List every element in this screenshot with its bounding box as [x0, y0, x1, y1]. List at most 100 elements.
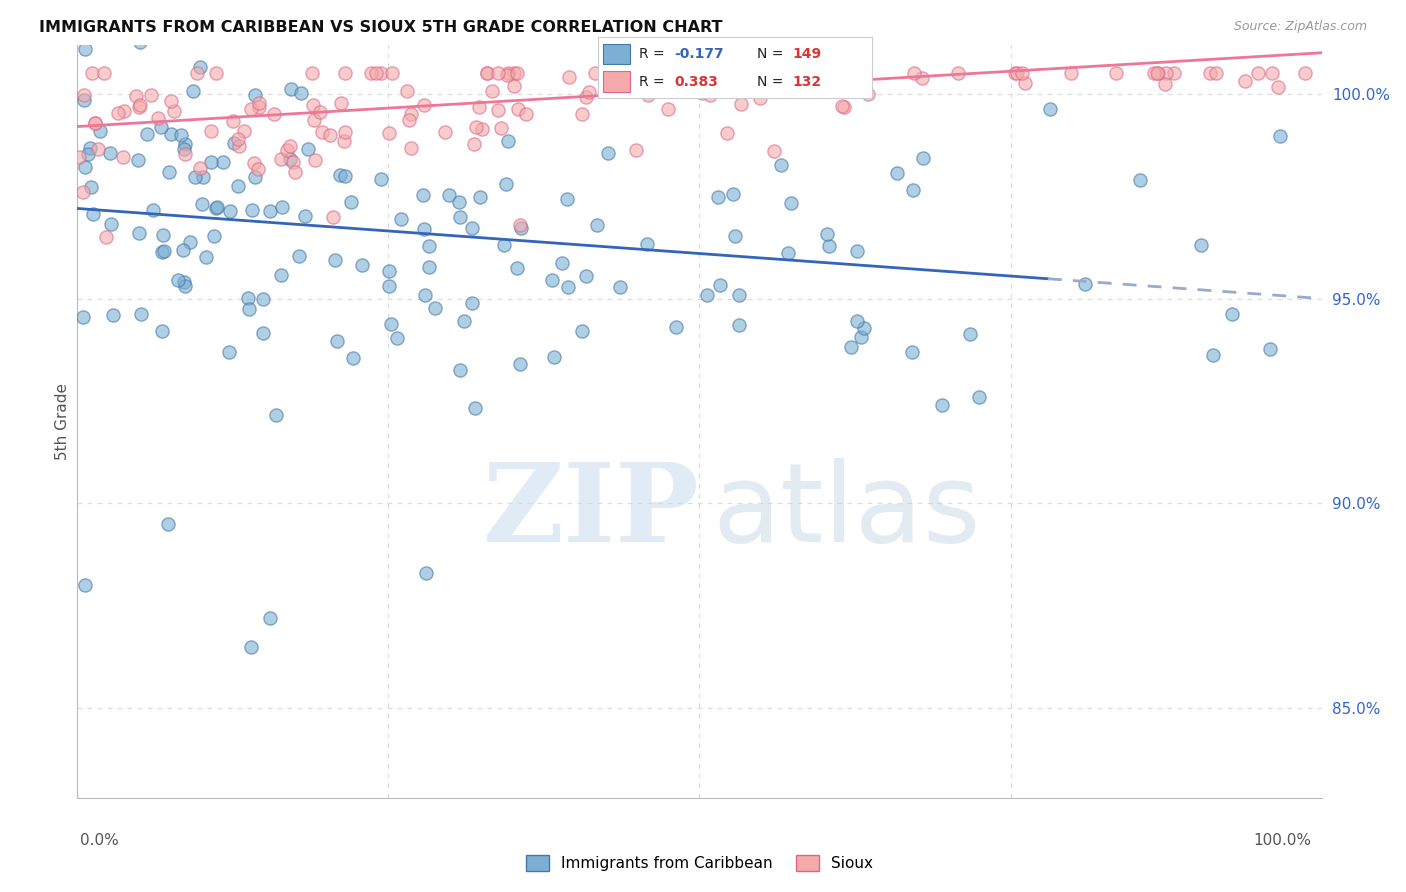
Point: [769, 158, 792, 172]
Point: [911, 151, 934, 165]
Point: [174, 146, 197, 161]
Point: [1143, 66, 1166, 80]
Point: [350, 258, 373, 272]
Point: [657, 102, 679, 116]
Point: [541, 272, 564, 286]
Point: [243, 155, 266, 169]
Text: -0.177: -0.177: [675, 47, 724, 61]
Point: [558, 70, 581, 84]
Point: [824, 66, 846, 80]
Point: [204, 66, 226, 80]
Point: [486, 66, 509, 80]
Point: [72, 88, 94, 103]
Point: [839, 340, 862, 354]
Point: [311, 125, 333, 139]
Point: [1202, 348, 1225, 362]
Point: [131, 0, 153, 4]
Point: [768, 67, 790, 81]
Point: [191, 169, 214, 184]
Point: [174, 136, 197, 151]
Point: [434, 125, 457, 139]
Point: [156, 516, 179, 531]
Point: [170, 128, 193, 142]
Legend: Immigrants from Caribbean, Sioux: Immigrants from Caribbean, Sioux: [520, 849, 879, 878]
Point: [200, 154, 222, 169]
Point: [259, 611, 281, 625]
Point: [326, 334, 349, 349]
Point: [637, 88, 659, 103]
Point: [1105, 66, 1128, 80]
Point: [100, 217, 122, 231]
Point: [79, 140, 101, 154]
Point: [173, 279, 195, 293]
Point: [1220, 307, 1243, 321]
Point: [467, 99, 489, 113]
Point: [496, 69, 519, 83]
Point: [127, 153, 149, 167]
Point: [128, 227, 150, 241]
Point: [205, 200, 228, 214]
Point: [1258, 342, 1281, 356]
Point: [856, 87, 879, 101]
Point: [967, 390, 990, 404]
Point: [496, 66, 519, 80]
Point: [475, 66, 498, 80]
Point: [226, 131, 249, 145]
Point: [1146, 66, 1168, 80]
Point: [506, 260, 529, 275]
Point: [828, 66, 851, 80]
Point: [240, 103, 263, 117]
Point: [1074, 277, 1097, 291]
Point: [226, 179, 249, 194]
Point: [1294, 66, 1316, 80]
Point: [322, 210, 344, 224]
Point: [1189, 237, 1212, 252]
Point: [461, 221, 484, 235]
Point: [464, 401, 486, 415]
Point: [489, 120, 512, 135]
Point: [224, 136, 246, 150]
Text: 0.383: 0.383: [675, 75, 718, 88]
Point: [503, 66, 526, 80]
Point: [509, 357, 531, 371]
Text: R =: R =: [638, 75, 669, 88]
Point: [624, 143, 647, 157]
Point: [270, 268, 292, 283]
Text: 0.0%: 0.0%: [80, 833, 120, 847]
Point: [617, 66, 640, 80]
Point: [413, 97, 436, 112]
Point: [288, 249, 311, 263]
Point: [449, 211, 471, 225]
Point: [696, 288, 718, 302]
Point: [112, 103, 135, 118]
Text: ZIP: ZIP: [482, 458, 700, 566]
Point: [249, 95, 271, 110]
Point: [245, 169, 267, 184]
Point: [240, 203, 263, 218]
Point: [370, 66, 392, 80]
Point: [239, 640, 262, 654]
Point: [125, 88, 148, 103]
Point: [1247, 66, 1270, 80]
Point: [252, 292, 274, 306]
Point: [150, 120, 173, 135]
Point: [575, 90, 598, 104]
Point: [160, 127, 183, 141]
Point: [465, 120, 488, 134]
Point: [166, 273, 188, 287]
Point: [730, 97, 752, 112]
Point: [73, 161, 96, 175]
Point: [481, 84, 503, 98]
Point: [67, 150, 90, 164]
Point: [84, 116, 107, 130]
Point: [342, 351, 364, 365]
Point: [129, 98, 152, 112]
Point: [75, 578, 97, 592]
Point: [815, 227, 838, 242]
Point: [129, 35, 152, 49]
Point: [449, 362, 471, 376]
Point: [413, 288, 436, 302]
Point: [575, 269, 598, 284]
Point: [212, 155, 235, 169]
Point: [1233, 74, 1256, 88]
